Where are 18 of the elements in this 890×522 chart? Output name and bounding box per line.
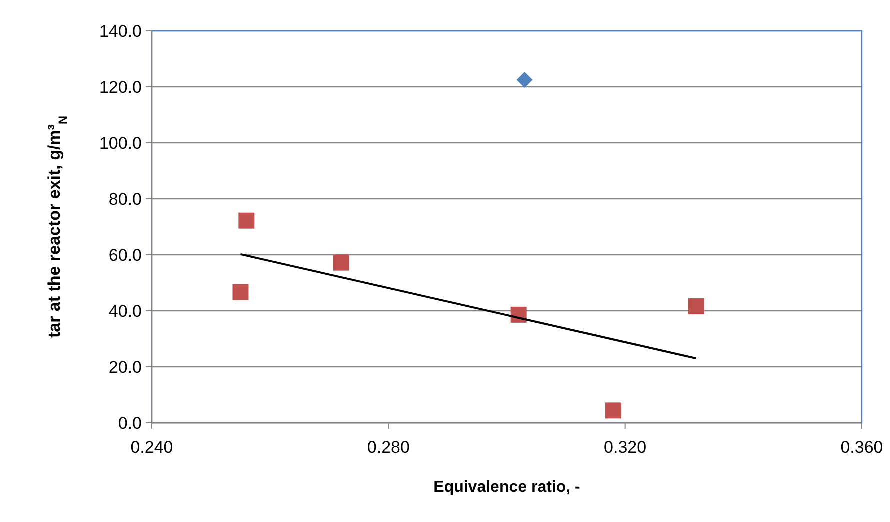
y-tick-label: 100.0 (99, 134, 142, 153)
y-tick-label: 20.0 (108, 358, 142, 377)
point (238, 212, 255, 229)
point (516, 72, 533, 88)
y-tick-label: 60.0 (108, 246, 142, 265)
y-tick-label: 80.0 (108, 190, 142, 209)
y-tick-label: 140.0 (99, 22, 142, 41)
point (688, 298, 704, 315)
x-axis-title: Equivalence ratio, - (434, 479, 580, 496)
y-tick-label: 120.0 (99, 78, 142, 97)
x-tick-label: 0.240 (130, 438, 174, 457)
y-tick-label: 0.0 (118, 414, 142, 433)
x-tick-label: 0.280 (367, 438, 410, 457)
point (606, 402, 622, 419)
point (333, 254, 350, 271)
y-tick-label: 40.0 (108, 302, 142, 321)
x-tick-label: 0.320 (604, 438, 647, 457)
point (232, 284, 249, 300)
